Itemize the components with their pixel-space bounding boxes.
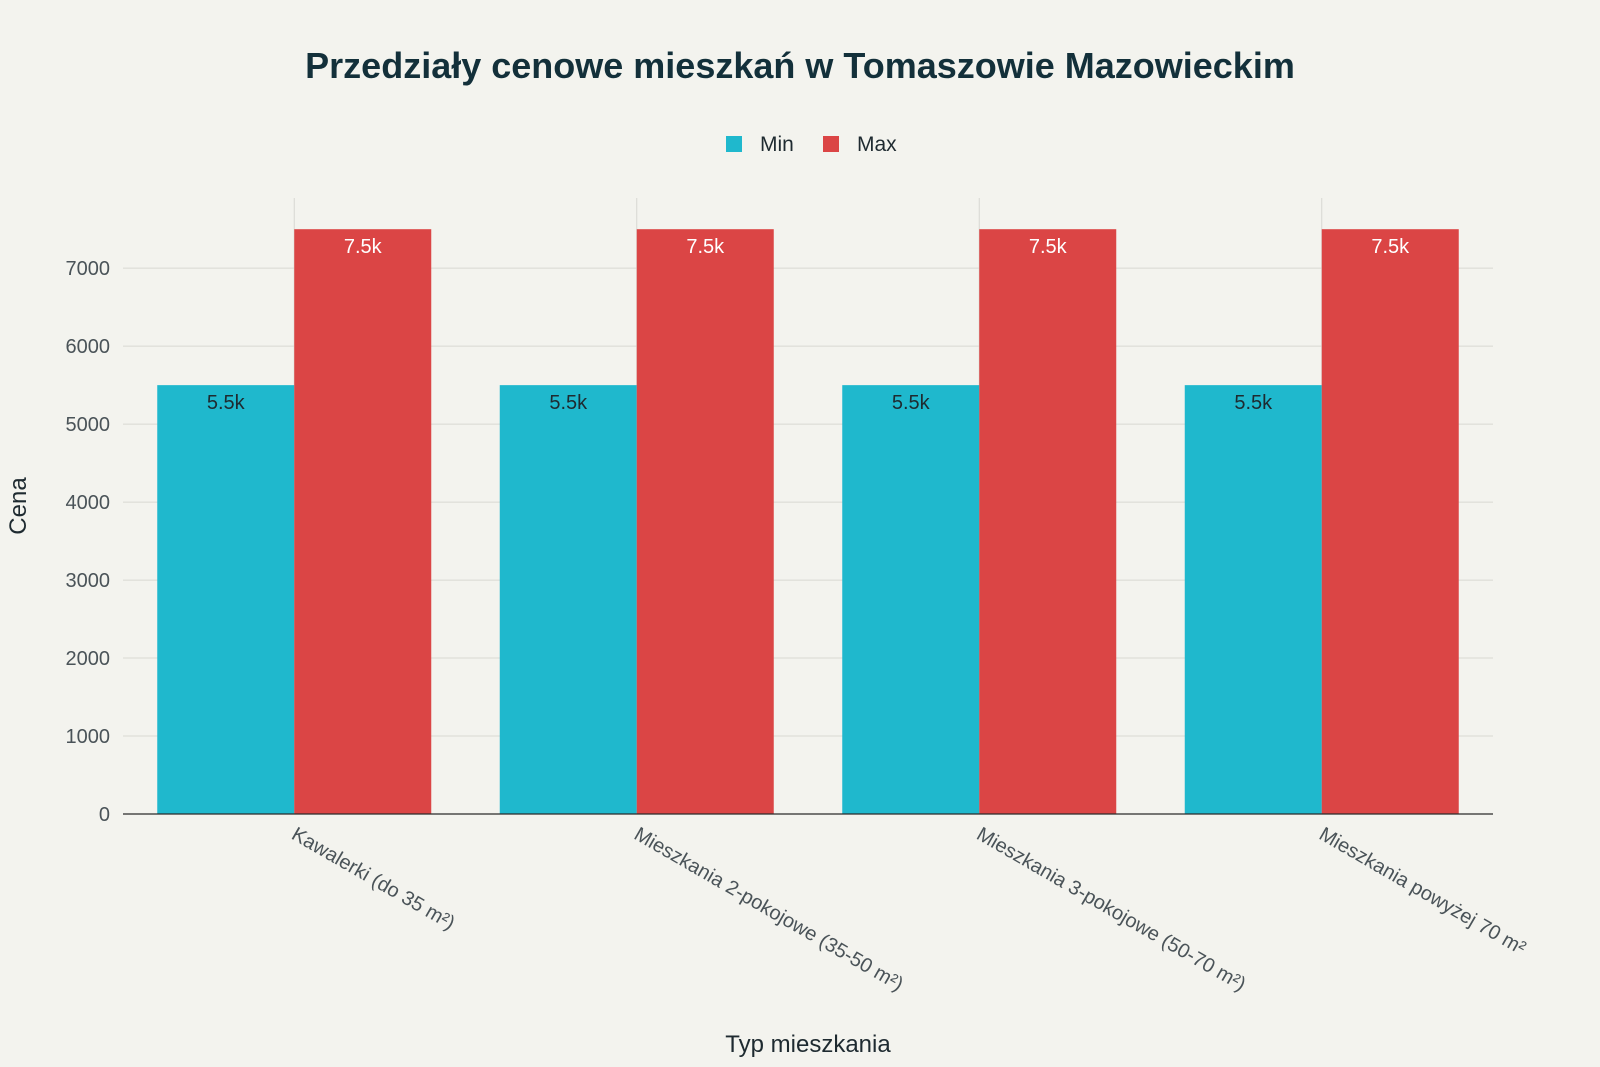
bar-value-label: 7.5k (1371, 236, 1410, 258)
y-axis-title: Cena (5, 477, 32, 535)
x-tick-label: Kawalerki (do 35 m²) (288, 823, 459, 934)
y-tick-label: 0 (99, 804, 110, 826)
bar-value-label: 7.5k (344, 236, 383, 258)
bar-max (979, 229, 1117, 814)
x-tick-label: Mieszkania powyżej 70 m² (1315, 823, 1529, 959)
bar-value-label: 5.5k (549, 392, 588, 414)
x-tick-label: Mieszkania 2-pokojowe (35-50 m²) (630, 823, 907, 995)
x-axis-ticks: Kawalerki (do 35 m²) Mieszkania 2-pokojow… (288, 823, 1530, 995)
bar-min (1184, 385, 1322, 814)
legend-swatch-max (823, 136, 839, 152)
x-axis-title: Typ mieszkania (725, 1031, 891, 1058)
y-axis-ticks: 0 1000 2000 3000 4000 5000 6000 7000 (66, 258, 111, 826)
x-tick-label: Mieszkania 3-pokojowe (50-70 m²) (973, 823, 1250, 995)
y-tick-label: 4000 (66, 492, 111, 514)
bar-max (294, 229, 432, 814)
legend-label-min: Min (760, 133, 794, 156)
bar-value-label: 7.5k (1029, 236, 1068, 258)
y-tick-label: 7000 (66, 258, 111, 280)
bar-min (499, 385, 637, 814)
y-tick-label: 3000 (66, 570, 111, 592)
x-gridlines (293, 198, 1323, 814)
bar-labels: 5.5k 7.5k 5.5k 7.5k 5.5k 7.5k 5.5k 7.5k (207, 236, 1410, 414)
bar-value-label: 5.5k (1234, 392, 1273, 414)
bar-max (1321, 229, 1459, 814)
bar-min (842, 385, 980, 814)
bar-min (157, 385, 295, 814)
bar-value-label: 5.5k (892, 392, 931, 414)
chart-title: Przedziały cenowe mieszkań w Tomaszowie … (305, 45, 1295, 86)
legend-swatch-min (726, 136, 742, 152)
bar-max (636, 229, 774, 814)
legend: Min Max (726, 133, 897, 156)
bar-value-label: 7.5k (686, 236, 725, 258)
bar-value-label: 5.5k (207, 392, 246, 414)
y-tick-label: 1000 (66, 726, 111, 748)
legend-label-max: Max (857, 133, 897, 156)
y-tick-label: 2000 (66, 648, 111, 670)
y-tick-label: 6000 (66, 336, 111, 358)
bars (123, 229, 1493, 815)
y-tick-label: 5000 (66, 414, 111, 436)
